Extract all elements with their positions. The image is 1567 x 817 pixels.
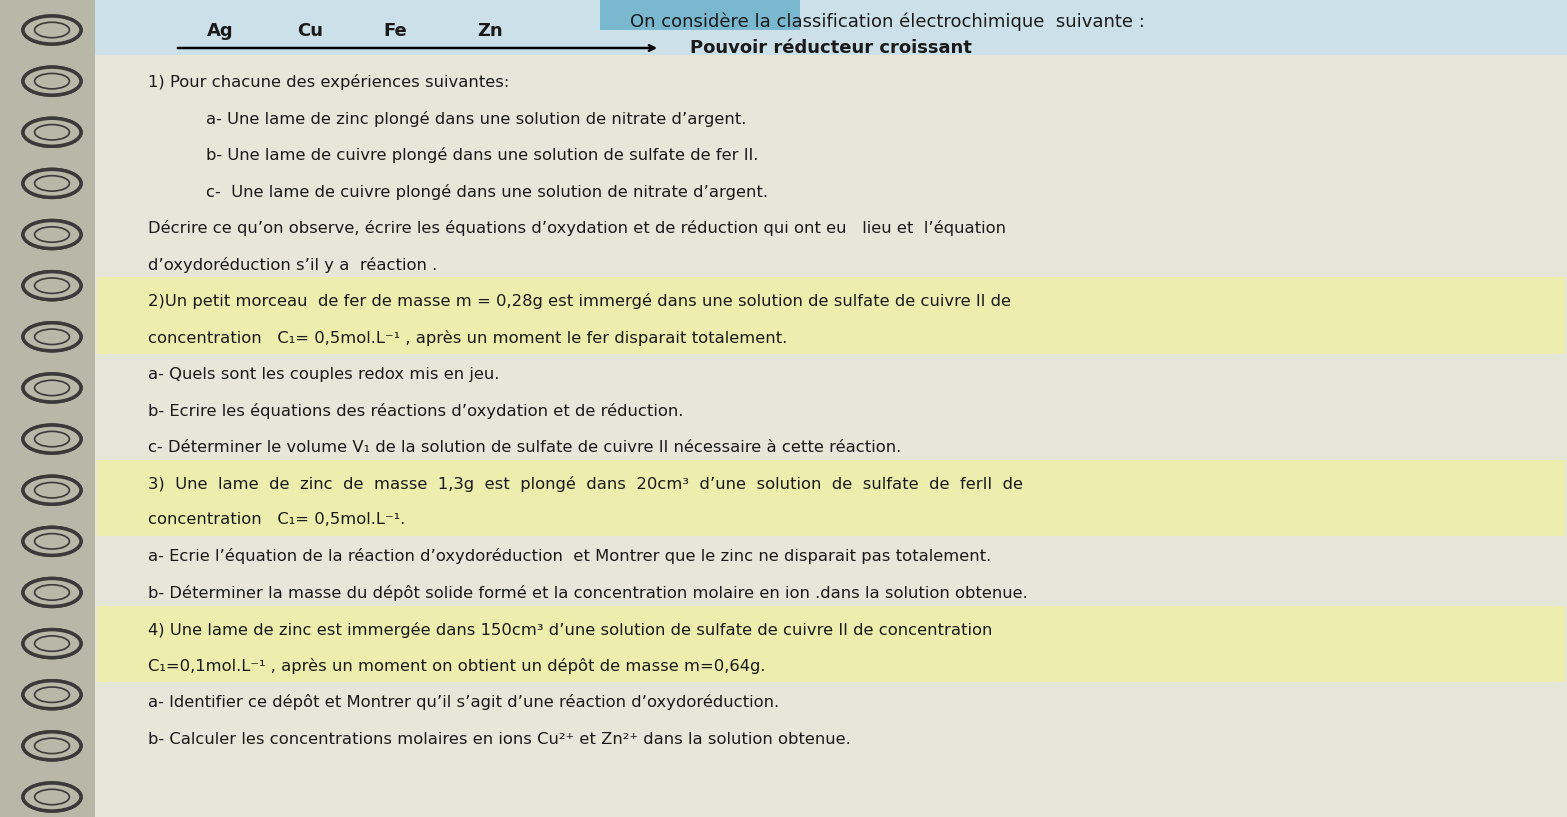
Bar	[96, 0, 1567, 55]
Bar	[0, 0, 96, 817]
Bar	[97, 277, 1565, 354]
Text: a- Quels sont les couples redox mis en jeu.: a- Quels sont les couples redox mis en j…	[147, 367, 500, 382]
Text: Zn: Zn	[478, 22, 503, 40]
Text: Décrire ce qu’on observe, écrire les équations d’oxydation et de réduction qui o: Décrire ce qu’on observe, écrire les équ…	[147, 220, 1006, 236]
Text: concentration   C₁= 0,5mol.L⁻¹ , après un moment le fer disparait totalement.: concentration C₁= 0,5mol.L⁻¹ , après un …	[147, 329, 787, 346]
Bar	[97, 605, 1565, 682]
Text: concentration   C₁= 0,5mol.L⁻¹.: concentration C₁= 0,5mol.L⁻¹.	[147, 512, 406, 528]
Ellipse shape	[24, 783, 81, 811]
Text: Pouvoir réducteur croissant: Pouvoir réducteur croissant	[689, 39, 972, 57]
Text: a- Ecrie l’équation de la réaction d’oxydoréduction  et Montrer que le zinc ne d: a- Ecrie l’équation de la réaction d’oxy…	[147, 548, 992, 565]
Ellipse shape	[24, 578, 81, 606]
Ellipse shape	[24, 169, 81, 198]
Text: a- Identifier ce dépôt et Montrer qu’il s’agit d’une réaction d’oxydoréduction.: a- Identifier ce dépôt et Montrer qu’il …	[147, 694, 779, 711]
Ellipse shape	[24, 476, 81, 504]
Text: Ag: Ag	[207, 22, 233, 40]
Ellipse shape	[24, 527, 81, 556]
Ellipse shape	[24, 681, 81, 708]
Ellipse shape	[24, 16, 81, 44]
Ellipse shape	[24, 272, 81, 300]
Text: b- Calculer les concentrations molaires en ions Cu²⁺ et Zn²⁺ dans la solution ob: b- Calculer les concentrations molaires …	[147, 731, 851, 747]
Text: c-  Une lame de cuivre plongé dans une solution de nitrate d’argent.: c- Une lame de cuivre plongé dans une so…	[185, 184, 768, 199]
Text: C₁=0,1mol.L⁻¹ , après un moment on obtient un dépôt de masse m=0,64g.: C₁=0,1mol.L⁻¹ , après un moment on obtie…	[147, 658, 766, 674]
Ellipse shape	[24, 323, 81, 350]
Bar	[600, 0, 801, 30]
Text: b- Déterminer la masse du dépôt solide formé et la concentration molaire en ion : b- Déterminer la masse du dépôt solide f…	[147, 585, 1028, 601]
Text: d’oxydoréduction s’il y a  réaction .: d’oxydoréduction s’il y a réaction .	[147, 257, 437, 273]
Text: a- Une lame de zinc plongé dans une solution de nitrate d’argent.: a- Une lame de zinc plongé dans une solu…	[185, 110, 746, 127]
Text: 2)Un petit morceau  de fer de masse m = 0,28g est immergé dans une solution de s: 2)Un petit morceau de fer de masse m = 0…	[147, 293, 1011, 309]
Ellipse shape	[24, 630, 81, 658]
Ellipse shape	[24, 221, 81, 248]
Text: b- Une lame de cuivre plongé dans une solution de sulfate de fer II.: b- Une lame de cuivre plongé dans une so…	[185, 147, 758, 163]
Bar	[97, 460, 1565, 537]
Ellipse shape	[24, 118, 81, 146]
Text: c- Déterminer le volume V₁ de la solution de sulfate de cuivre II nécessaire à c: c- Déterminer le volume V₁ de la solutio…	[147, 440, 901, 454]
Text: b- Ecrire les équations des réactions d’oxydation et de réduction.: b- Ecrire les équations des réactions d’…	[147, 403, 683, 418]
Ellipse shape	[24, 374, 81, 402]
Text: 1) Pour chacune des expériences suivantes:: 1) Pour chacune des expériences suivante…	[147, 74, 509, 90]
Text: 3)  Une  lame  de  zinc  de  masse  1,3g  est  plongé  dans  20cm³  d’une  solut: 3) Une lame de zinc de masse 1,3g est pl…	[147, 475, 1023, 492]
Text: On considère la classification électrochimique  suivante :: On considère la classification électroch…	[630, 13, 1145, 31]
Text: Cu: Cu	[298, 22, 323, 40]
Ellipse shape	[24, 425, 81, 453]
Text: 4) Une lame de zinc est immergée dans 150cm³ d’une solution de sulfate de cuivre: 4) Une lame de zinc est immergée dans 15…	[147, 622, 992, 637]
Text: Fe: Fe	[382, 22, 407, 40]
Ellipse shape	[24, 732, 81, 760]
Ellipse shape	[24, 67, 81, 95]
